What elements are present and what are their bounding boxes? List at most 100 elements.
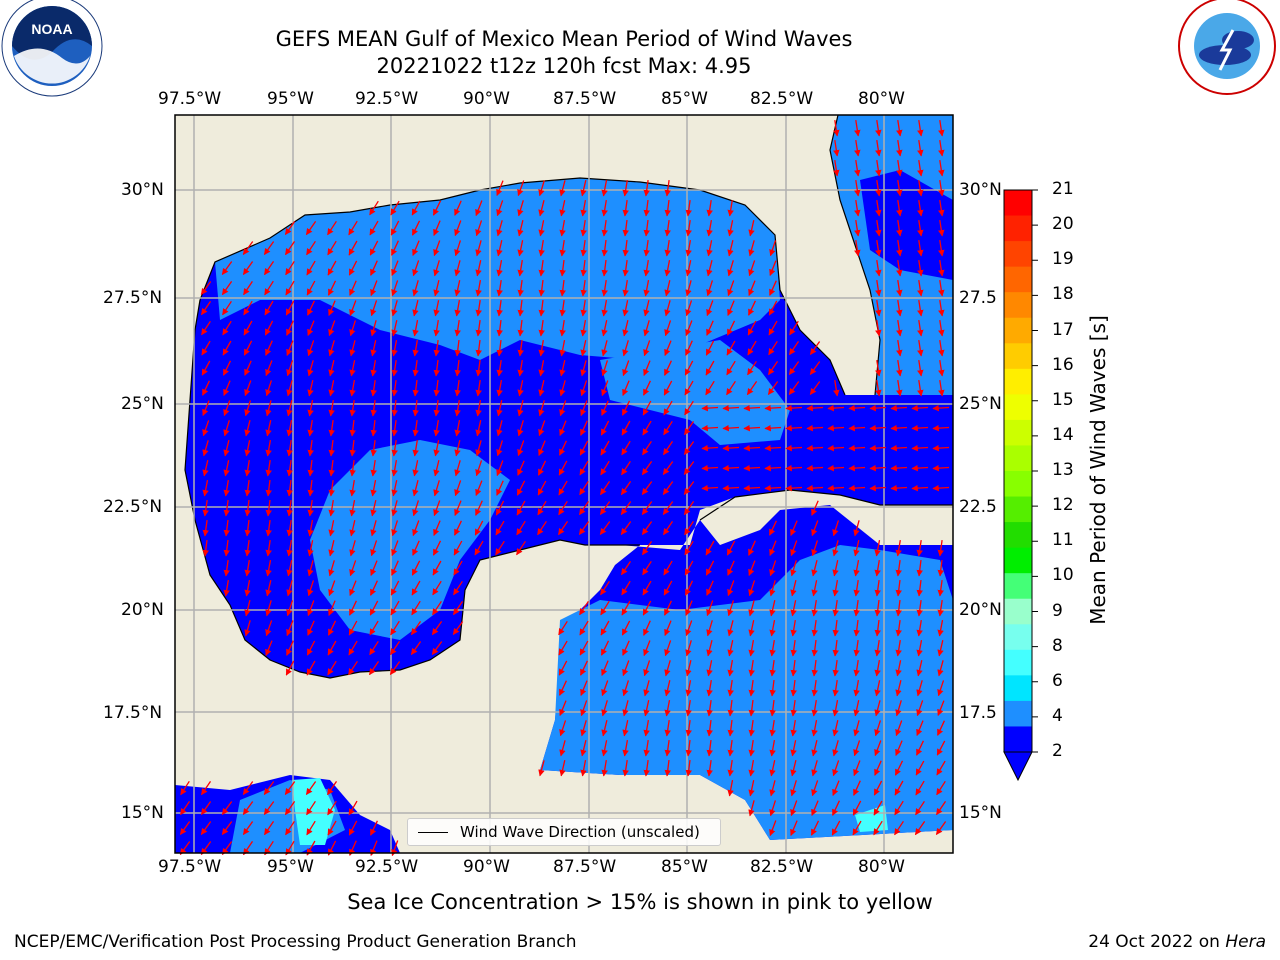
wind-arrow	[517, 259, 524, 277]
wind-arrow	[433, 220, 441, 236]
wind-arrow	[222, 360, 232, 376]
lat-tick-right: 30°N	[959, 180, 1002, 200]
wind-arrow	[890, 404, 908, 412]
wind-arrow	[348, 620, 358, 636]
wind-arrow	[748, 720, 755, 737]
colorbar-segment	[1004, 215, 1032, 242]
wind-arrow	[328, 399, 335, 417]
colorbar-tick-label: 21	[1052, 179, 1074, 199]
lon-tick-top: 85°W	[661, 89, 708, 109]
wind-arrow	[433, 340, 440, 357]
wind-arrow	[558, 620, 568, 636]
wind-arrow	[938, 260, 945, 277]
wind-arrow	[580, 680, 588, 697]
wind-arrow	[412, 380, 419, 397]
lon-tick-bottom: 90°W	[463, 857, 510, 877]
wind-arrow	[517, 200, 524, 217]
wind-arrow	[475, 420, 482, 437]
wind-arrow	[664, 240, 671, 257]
wind-arrow	[938, 240, 945, 257]
wind-arrow	[685, 620, 693, 637]
wind-arrow	[496, 400, 503, 417]
wind-arrow	[790, 740, 797, 757]
wind-arrow	[412, 319, 419, 337]
wind-arrow	[937, 720, 945, 736]
wind-arrow	[748, 260, 756, 277]
wind-arrow	[853, 620, 860, 637]
wind-arrow	[683, 441, 695, 456]
wind-arrow	[327, 660, 337, 676]
wind-arrow	[701, 464, 719, 472]
colorbar-label: Mean Period of Wind Waves [s]	[1086, 315, 1110, 625]
wind-arrow	[685, 300, 693, 317]
wind-arrow	[496, 360, 503, 377]
wind-arrow	[806, 424, 824, 432]
wind-arrow	[580, 759, 587, 777]
lat-tick-left: 15°N	[121, 803, 164, 823]
wind-arrow	[790, 820, 798, 836]
wind-arrow	[349, 580, 357, 597]
wind-arrow	[853, 780, 861, 796]
wind-arrow	[832, 640, 839, 657]
wind-arrow	[701, 404, 719, 412]
wind-arrow	[496, 420, 503, 437]
wind-arrow	[932, 464, 950, 472]
wind-arrow	[937, 660, 944, 677]
wind-arrow	[580, 660, 588, 676]
map-frame	[174, 114, 954, 854]
lat-tick-right: 15°N	[959, 803, 1002, 823]
wind-arrow	[475, 399, 482, 417]
wind-arrow	[706, 640, 713, 657]
wind-arrow	[412, 360, 419, 377]
wind-arrow	[917, 360, 924, 377]
wind-arrow	[286, 640, 294, 656]
colorbar-tick-label: 13	[1052, 460, 1074, 480]
wind-arrow	[663, 560, 673, 576]
wind-arrow	[747, 360, 757, 376]
wind-arrow	[853, 740, 861, 757]
wind-arrow	[896, 360, 903, 377]
wind-arrow	[896, 380, 903, 397]
wind-arrow	[811, 680, 818, 697]
wind-arrow	[202, 540, 209, 557]
wind-arrow	[265, 380, 273, 397]
wind-arrow	[621, 460, 631, 476]
wind-arrow	[286, 340, 294, 357]
wind-arrow	[874, 700, 881, 717]
wind-arrow	[517, 400, 524, 417]
wind-arrow	[664, 660, 671, 677]
wind-arrow	[769, 560, 777, 577]
wind-arrow	[285, 820, 295, 836]
wind-arrow	[832, 560, 839, 577]
wind-arrow	[559, 720, 567, 737]
wind-arrow	[368, 661, 380, 676]
wind-arrow	[601, 380, 609, 397]
footer-date: 24 Oct 2022 on	[1088, 932, 1220, 952]
lon-tick-bottom: 87.5°W	[553, 857, 617, 877]
wind-arrow	[832, 579, 839, 597]
wind-arrow	[811, 719, 818, 737]
wind-arrow	[722, 484, 740, 492]
wind-arrow	[643, 340, 651, 357]
wind-arrow	[433, 400, 440, 417]
wind-arrow	[622, 680, 630, 697]
wind-arrow	[937, 640, 944, 657]
wind-arrow	[873, 780, 883, 796]
wind-arrow	[911, 444, 929, 452]
wind-arrow	[810, 820, 820, 836]
wind-arrow	[579, 460, 589, 476]
wind-arrow	[433, 319, 440, 337]
wind-arrow	[895, 639, 902, 657]
wind-arrow	[580, 240, 587, 257]
wind-arrow	[370, 560, 378, 577]
wind-arrow	[874, 720, 882, 737]
wind-arrow	[769, 680, 776, 697]
colorbar-tick-label: 16	[1052, 354, 1074, 375]
wind-arrow	[706, 679, 713, 697]
wind-arrow	[307, 580, 315, 597]
wind-arrow	[727, 640, 734, 657]
colorbar-tick-label: 15	[1052, 389, 1074, 410]
wind-arrow	[916, 580, 923, 597]
wind-arrow	[200, 301, 212, 316]
wind-arrow	[706, 660, 713, 677]
